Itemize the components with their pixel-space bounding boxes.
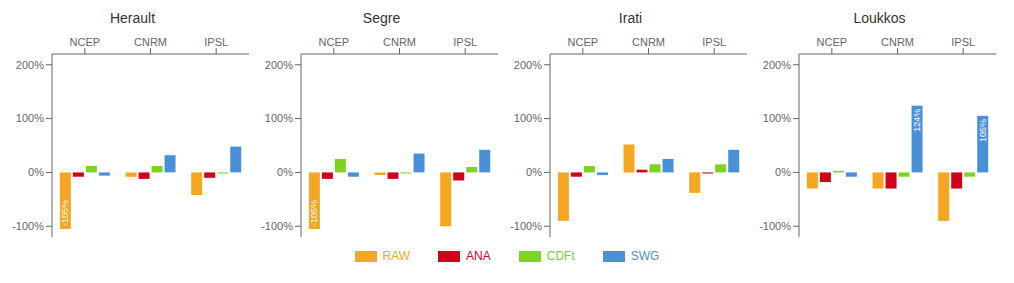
svg-text:IPSL: IPSL <box>951 36 975 48</box>
svg-text:100%: 100% <box>16 112 44 124</box>
svg-text:100%: 100% <box>763 112 791 124</box>
svg-text:-100%: -100% <box>12 220 44 232</box>
svg-text:IPSL: IPSL <box>204 36 228 48</box>
svg-text:IPSL: IPSL <box>702 36 726 48</box>
html-text:Irati: Irati <box>618 10 643 26</box>
svg-text:-105%: -105% <box>309 200 319 226</box>
svg-text:105%: 105% <box>978 119 988 142</box>
svg-text:CNRM: CNRM <box>383 36 416 48</box>
svg-text:-100%: -100% <box>759 220 791 232</box>
html-text:SWG: SWG <box>630 249 660 263</box>
html-text:RAW: RAW <box>382 249 411 263</box>
svg-text:200%: 200% <box>16 59 44 71</box>
svg-text:CNRM: CNRM <box>134 36 167 48</box>
svg-text:100%: 100% <box>265 112 293 124</box>
svg-text:100%: 100% <box>514 112 542 124</box>
svg-text:0%: 0% <box>277 166 293 178</box>
svg-text:200%: 200% <box>514 59 542 71</box>
html-text:CDFt: CDFt <box>546 249 575 263</box>
html-text:Loukkos: Loukkos <box>853 10 906 26</box>
svg-text:0%: 0% <box>526 166 542 178</box>
html-text:Segre: Segre <box>362 10 401 26</box>
svg-text:CNRM: CNRM <box>881 36 914 48</box>
svg-text:200%: 200% <box>763 59 791 71</box>
svg-text:NCEP: NCEP <box>319 36 350 48</box>
svg-text:0%: 0% <box>28 166 44 178</box>
svg-text:CNRM: CNRM <box>632 36 665 48</box>
svg-text:0%: 0% <box>775 166 791 178</box>
svg-text:IPSL: IPSL <box>453 36 477 48</box>
svg-text:NCEP: NCEP <box>817 36 848 48</box>
svg-text:124%: 124% <box>912 109 922 132</box>
svg-text:200%: 200% <box>265 59 293 71</box>
svg-text:NCEP: NCEP <box>568 36 599 48</box>
html-text:ANA: ANA <box>466 249 491 263</box>
svg-text:NCEP: NCEP <box>70 36 101 48</box>
svg-text:-100%: -100% <box>261 220 293 232</box>
svg-text:-100%: -100% <box>510 220 542 232</box>
html-text:Herault: Herault <box>109 10 156 26</box>
svg-text:-105%: -105% <box>60 200 70 226</box>
